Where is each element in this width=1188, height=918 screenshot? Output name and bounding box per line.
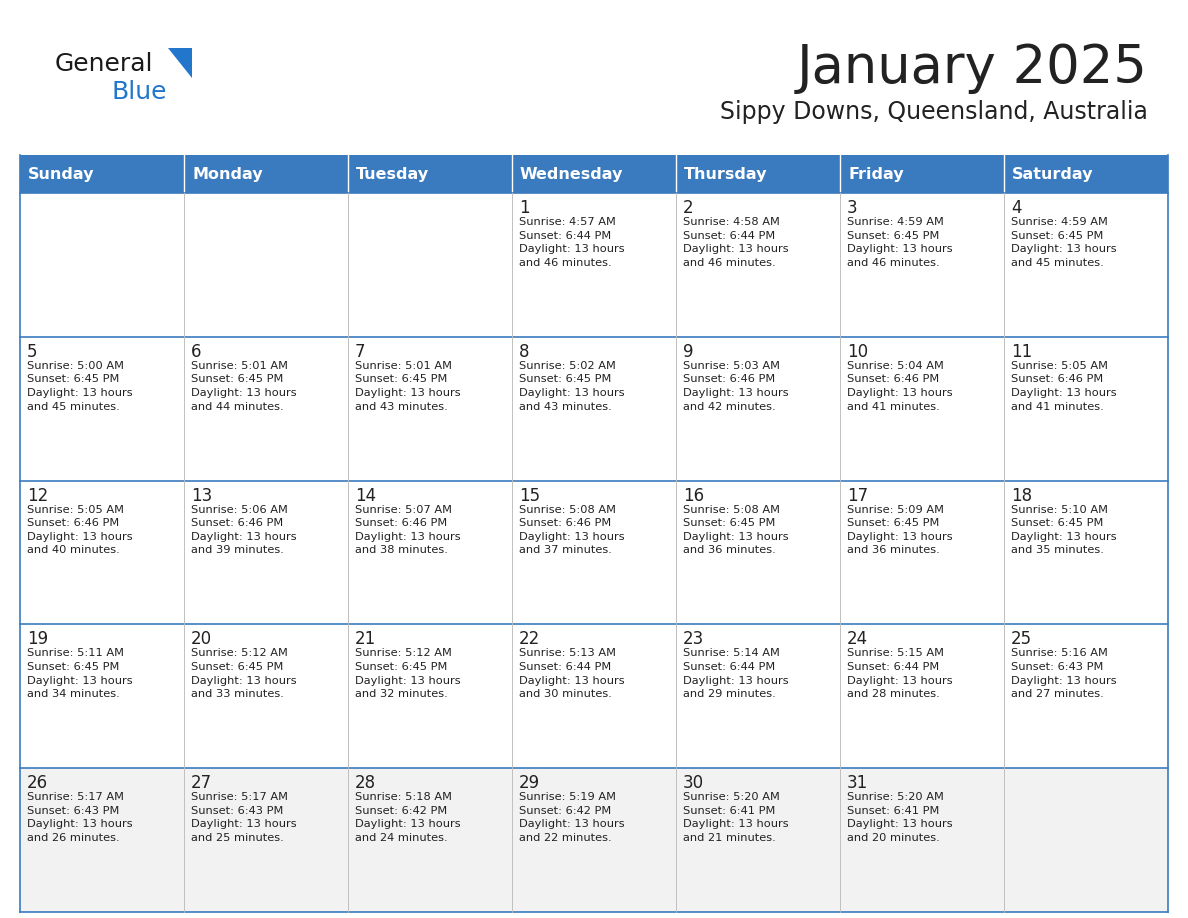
Text: January 2025: January 2025 <box>797 42 1148 94</box>
Bar <box>20 155 184 193</box>
Text: Sunrise: 4:59 AM
Sunset: 6:45 PM
Daylight: 13 hours
and 46 minutes.: Sunrise: 4:59 AM Sunset: 6:45 PM Dayligh… <box>847 217 953 268</box>
Text: 23: 23 <box>683 631 704 648</box>
Text: Sunrise: 5:13 AM
Sunset: 6:44 PM
Daylight: 13 hours
and 30 minutes.: Sunrise: 5:13 AM Sunset: 6:44 PM Dayligh… <box>519 648 625 700</box>
Bar <box>676 155 840 193</box>
Text: 26: 26 <box>27 774 49 792</box>
Text: Sippy Downs, Queensland, Australia: Sippy Downs, Queensland, Australia <box>720 100 1148 124</box>
Text: Sunrise: 4:59 AM
Sunset: 6:45 PM
Daylight: 13 hours
and 45 minutes.: Sunrise: 4:59 AM Sunset: 6:45 PM Dayligh… <box>1011 217 1117 268</box>
Text: Sunrise: 5:12 AM
Sunset: 6:45 PM
Daylight: 13 hours
and 32 minutes.: Sunrise: 5:12 AM Sunset: 6:45 PM Dayligh… <box>355 648 461 700</box>
Text: Sunrise: 5:10 AM
Sunset: 6:45 PM
Daylight: 13 hours
and 35 minutes.: Sunrise: 5:10 AM Sunset: 6:45 PM Dayligh… <box>1011 505 1117 555</box>
Text: Sunday: Sunday <box>29 166 95 182</box>
Text: 30: 30 <box>683 774 704 792</box>
Text: Sunrise: 5:03 AM
Sunset: 6:46 PM
Daylight: 13 hours
and 42 minutes.: Sunrise: 5:03 AM Sunset: 6:46 PM Dayligh… <box>683 361 789 411</box>
Text: 14: 14 <box>355 487 377 505</box>
Text: Sunrise: 5:18 AM
Sunset: 6:42 PM
Daylight: 13 hours
and 24 minutes.: Sunrise: 5:18 AM Sunset: 6:42 PM Dayligh… <box>355 792 461 843</box>
Bar <box>20 624 1168 768</box>
Text: Sunrise: 5:19 AM
Sunset: 6:42 PM
Daylight: 13 hours
and 22 minutes.: Sunrise: 5:19 AM Sunset: 6:42 PM Dayligh… <box>519 792 625 843</box>
Text: Sunrise: 5:20 AM
Sunset: 6:41 PM
Daylight: 13 hours
and 20 minutes.: Sunrise: 5:20 AM Sunset: 6:41 PM Dayligh… <box>847 792 953 843</box>
Text: 13: 13 <box>191 487 213 505</box>
Text: 5: 5 <box>27 342 38 361</box>
Bar <box>20 337 1168 481</box>
Text: 4: 4 <box>1011 199 1022 217</box>
Text: Sunrise: 5:00 AM
Sunset: 6:45 PM
Daylight: 13 hours
and 45 minutes.: Sunrise: 5:00 AM Sunset: 6:45 PM Dayligh… <box>27 361 133 411</box>
Text: Sunrise: 5:17 AM
Sunset: 6:43 PM
Daylight: 13 hours
and 25 minutes.: Sunrise: 5:17 AM Sunset: 6:43 PM Dayligh… <box>191 792 297 843</box>
Text: Sunrise: 5:04 AM
Sunset: 6:46 PM
Daylight: 13 hours
and 41 minutes.: Sunrise: 5:04 AM Sunset: 6:46 PM Dayligh… <box>847 361 953 411</box>
Text: Sunrise: 5:07 AM
Sunset: 6:46 PM
Daylight: 13 hours
and 38 minutes.: Sunrise: 5:07 AM Sunset: 6:46 PM Dayligh… <box>355 505 461 555</box>
Bar <box>184 155 348 193</box>
Text: Sunrise: 5:02 AM
Sunset: 6:45 PM
Daylight: 13 hours
and 43 minutes.: Sunrise: 5:02 AM Sunset: 6:45 PM Dayligh… <box>519 361 625 411</box>
Text: Friday: Friday <box>848 166 904 182</box>
Text: Sunrise: 5:17 AM
Sunset: 6:43 PM
Daylight: 13 hours
and 26 minutes.: Sunrise: 5:17 AM Sunset: 6:43 PM Dayligh… <box>27 792 133 843</box>
Text: Sunrise: 5:01 AM
Sunset: 6:45 PM
Daylight: 13 hours
and 43 minutes.: Sunrise: 5:01 AM Sunset: 6:45 PM Dayligh… <box>355 361 461 411</box>
Text: Sunrise: 5:11 AM
Sunset: 6:45 PM
Daylight: 13 hours
and 34 minutes.: Sunrise: 5:11 AM Sunset: 6:45 PM Dayligh… <box>27 648 133 700</box>
Text: 12: 12 <box>27 487 49 505</box>
Text: Thursday: Thursday <box>684 166 767 182</box>
Text: 8: 8 <box>519 342 530 361</box>
Text: 19: 19 <box>27 631 49 648</box>
Text: 27: 27 <box>191 774 213 792</box>
Text: Saturday: Saturday <box>1012 166 1093 182</box>
Bar <box>1004 155 1168 193</box>
Text: Sunrise: 5:05 AM
Sunset: 6:46 PM
Daylight: 13 hours
and 41 minutes.: Sunrise: 5:05 AM Sunset: 6:46 PM Dayligh… <box>1011 361 1117 411</box>
Text: 7: 7 <box>355 342 366 361</box>
Bar <box>20 768 1168 912</box>
Text: 16: 16 <box>683 487 704 505</box>
Text: 20: 20 <box>191 631 213 648</box>
Text: Sunrise: 5:06 AM
Sunset: 6:46 PM
Daylight: 13 hours
and 39 minutes.: Sunrise: 5:06 AM Sunset: 6:46 PM Dayligh… <box>191 505 297 555</box>
Text: Monday: Monday <box>192 166 263 182</box>
Text: Sunrise: 5:08 AM
Sunset: 6:45 PM
Daylight: 13 hours
and 36 minutes.: Sunrise: 5:08 AM Sunset: 6:45 PM Dayligh… <box>683 505 789 555</box>
Polygon shape <box>168 48 192 78</box>
Text: 31: 31 <box>847 774 868 792</box>
Text: 18: 18 <box>1011 487 1032 505</box>
Text: 25: 25 <box>1011 631 1032 648</box>
Text: 17: 17 <box>847 487 868 505</box>
Text: General: General <box>55 52 153 76</box>
Bar <box>512 155 676 193</box>
Text: 9: 9 <box>683 342 694 361</box>
Text: 28: 28 <box>355 774 377 792</box>
Text: 3: 3 <box>847 199 858 217</box>
Text: 15: 15 <box>519 487 541 505</box>
Bar <box>348 155 512 193</box>
Text: Tuesday: Tuesday <box>356 166 429 182</box>
Text: Sunrise: 5:12 AM
Sunset: 6:45 PM
Daylight: 13 hours
and 33 minutes.: Sunrise: 5:12 AM Sunset: 6:45 PM Dayligh… <box>191 648 297 700</box>
Text: 1: 1 <box>519 199 530 217</box>
Text: Sunrise: 5:01 AM
Sunset: 6:45 PM
Daylight: 13 hours
and 44 minutes.: Sunrise: 5:01 AM Sunset: 6:45 PM Dayligh… <box>191 361 297 411</box>
Text: Sunrise: 5:16 AM
Sunset: 6:43 PM
Daylight: 13 hours
and 27 minutes.: Sunrise: 5:16 AM Sunset: 6:43 PM Dayligh… <box>1011 648 1117 700</box>
Text: 2: 2 <box>683 199 694 217</box>
Text: Sunrise: 5:09 AM
Sunset: 6:45 PM
Daylight: 13 hours
and 36 minutes.: Sunrise: 5:09 AM Sunset: 6:45 PM Dayligh… <box>847 505 953 555</box>
Text: Sunrise: 5:08 AM
Sunset: 6:46 PM
Daylight: 13 hours
and 37 minutes.: Sunrise: 5:08 AM Sunset: 6:46 PM Dayligh… <box>519 505 625 555</box>
Text: 11: 11 <box>1011 342 1032 361</box>
Text: 21: 21 <box>355 631 377 648</box>
Text: Sunrise: 5:15 AM
Sunset: 6:44 PM
Daylight: 13 hours
and 28 minutes.: Sunrise: 5:15 AM Sunset: 6:44 PM Dayligh… <box>847 648 953 700</box>
Text: Sunrise: 5:20 AM
Sunset: 6:41 PM
Daylight: 13 hours
and 21 minutes.: Sunrise: 5:20 AM Sunset: 6:41 PM Dayligh… <box>683 792 789 843</box>
Text: 22: 22 <box>519 631 541 648</box>
Text: Sunrise: 4:58 AM
Sunset: 6:44 PM
Daylight: 13 hours
and 46 minutes.: Sunrise: 4:58 AM Sunset: 6:44 PM Dayligh… <box>683 217 789 268</box>
Text: 10: 10 <box>847 342 868 361</box>
Text: 24: 24 <box>847 631 868 648</box>
Text: 6: 6 <box>191 342 202 361</box>
Text: Blue: Blue <box>112 80 168 104</box>
Bar <box>20 193 1168 337</box>
Text: 29: 29 <box>519 774 541 792</box>
Text: Sunrise: 5:05 AM
Sunset: 6:46 PM
Daylight: 13 hours
and 40 minutes.: Sunrise: 5:05 AM Sunset: 6:46 PM Dayligh… <box>27 505 133 555</box>
Bar <box>20 481 1168 624</box>
Text: Sunrise: 5:14 AM
Sunset: 6:44 PM
Daylight: 13 hours
and 29 minutes.: Sunrise: 5:14 AM Sunset: 6:44 PM Dayligh… <box>683 648 789 700</box>
Text: Sunrise: 4:57 AM
Sunset: 6:44 PM
Daylight: 13 hours
and 46 minutes.: Sunrise: 4:57 AM Sunset: 6:44 PM Dayligh… <box>519 217 625 268</box>
Bar <box>840 155 1004 193</box>
Text: Wednesday: Wednesday <box>520 166 624 182</box>
